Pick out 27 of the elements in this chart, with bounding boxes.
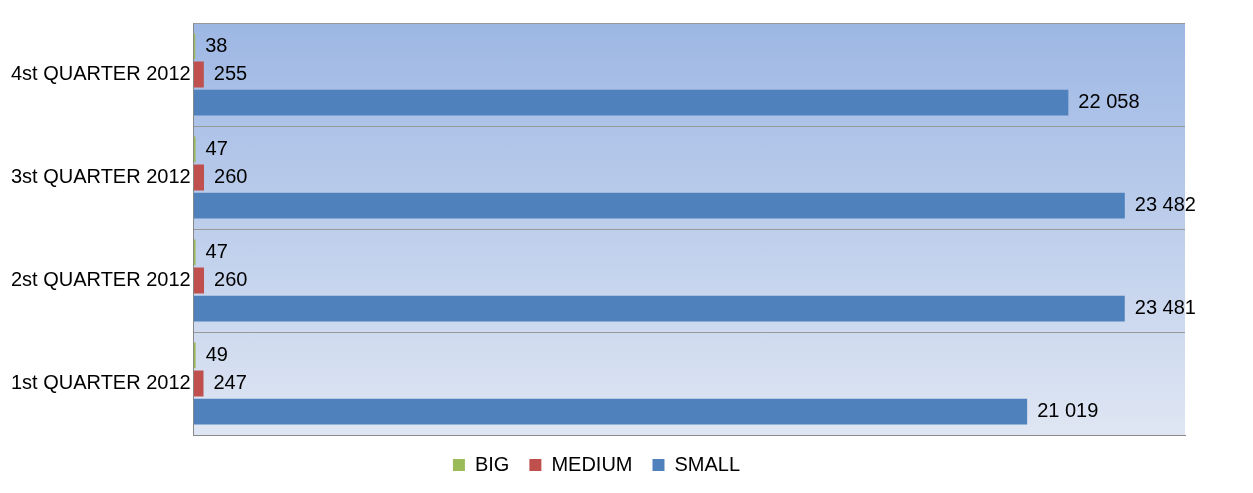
data-label: 47 [205, 239, 228, 262]
bar [193, 192, 1125, 219]
data-label: 23 482 [1134, 193, 1196, 216]
y-tick-label: 1st QUARTER 2012 [10, 371, 191, 394]
data-label: 247 [213, 371, 247, 394]
y-tick-label: 3st QUARTER 2012 [10, 165, 191, 188]
data-label: 260 [214, 268, 248, 291]
data-label: 49 [205, 342, 228, 365]
data-label: 38 [205, 33, 228, 56]
bar [193, 89, 1069, 116]
legend-label: BIG [474, 452, 510, 475]
bar [193, 370, 204, 397]
y-tick-label: 2st QUARTER 2012 [10, 268, 191, 291]
bar [193, 267, 205, 294]
legend-label: MEDIUM [551, 452, 633, 475]
data-label: 260 [214, 165, 248, 188]
y-tick-label: 4st QUARTER 2012 [10, 62, 191, 85]
bar [193, 61, 204, 88]
bar [193, 295, 1125, 322]
data-label: 21 019 [1037, 399, 1099, 422]
bar [193, 164, 205, 191]
data-label: 23 481 [1134, 296, 1196, 319]
data-label: 22 058 [1078, 90, 1140, 113]
bar [193, 398, 1028, 425]
data-label: 255 [213, 62, 248, 85]
data-label: 47 [205, 136, 228, 159]
legend-label: SMALL [674, 452, 741, 475]
